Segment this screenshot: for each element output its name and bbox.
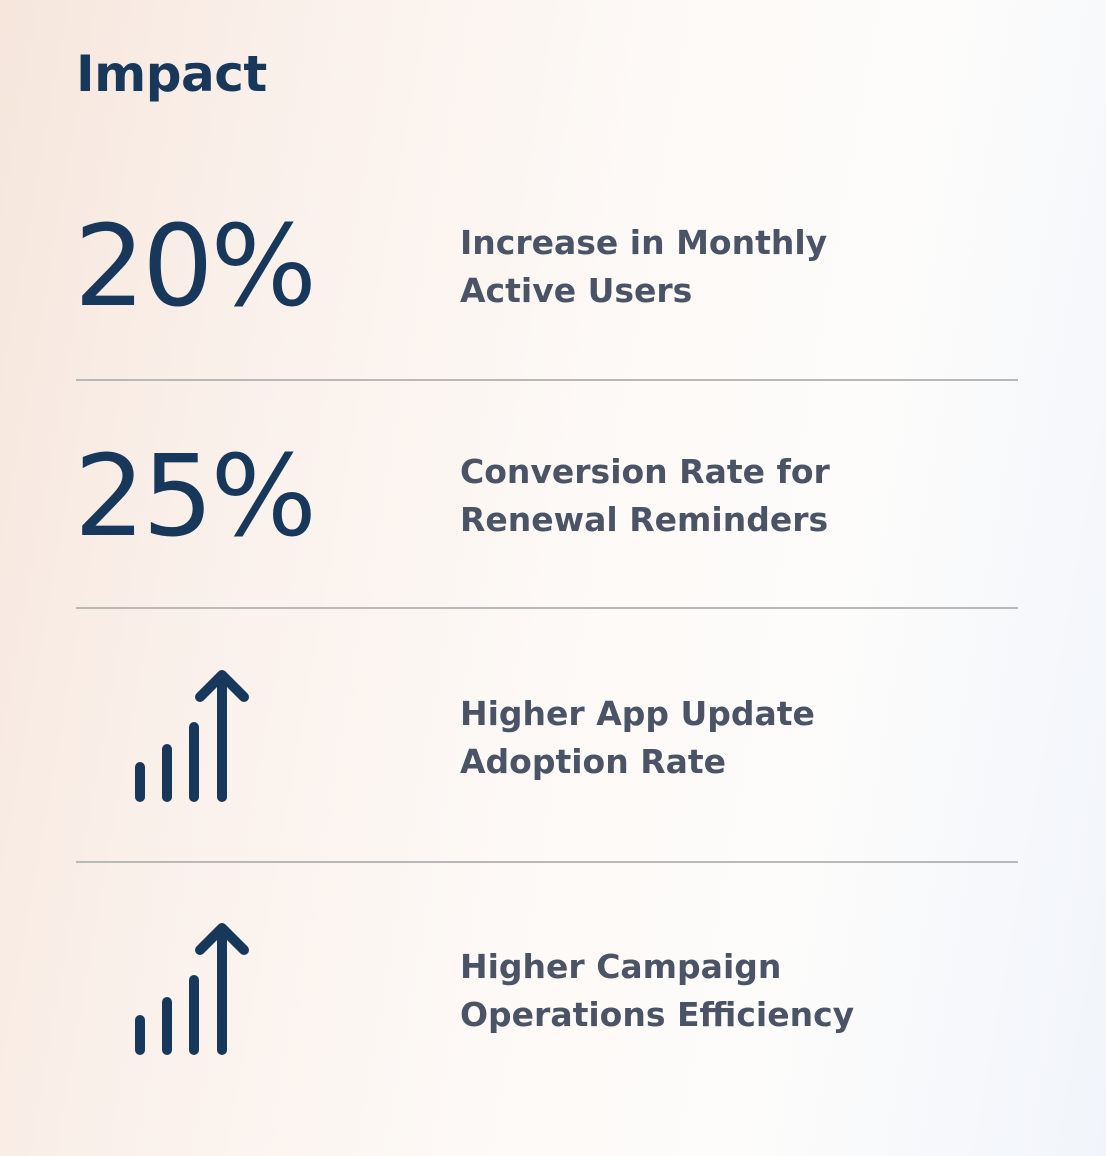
metric-value: 25% bbox=[74, 432, 317, 562]
metric-value: 20% bbox=[74, 202, 317, 332]
divider bbox=[76, 861, 1018, 863]
metric-description: Higher Campaign Operations Efficiency bbox=[460, 947, 855, 1034]
metric-description: Conversion Rate for Renewal Reminders bbox=[460, 452, 830, 539]
divider bbox=[76, 379, 1018, 381]
signal-growth-arrow-icon bbox=[135, 923, 249, 1055]
divider bbox=[76, 607, 1018, 609]
signal-growth-arrow-icon bbox=[135, 670, 249, 802]
metric-description: Increase in Monthly Active Users bbox=[460, 223, 828, 310]
metric-description: Higher App Update Adoption Rate bbox=[460, 694, 815, 781]
section-title: Impact bbox=[76, 45, 267, 103]
